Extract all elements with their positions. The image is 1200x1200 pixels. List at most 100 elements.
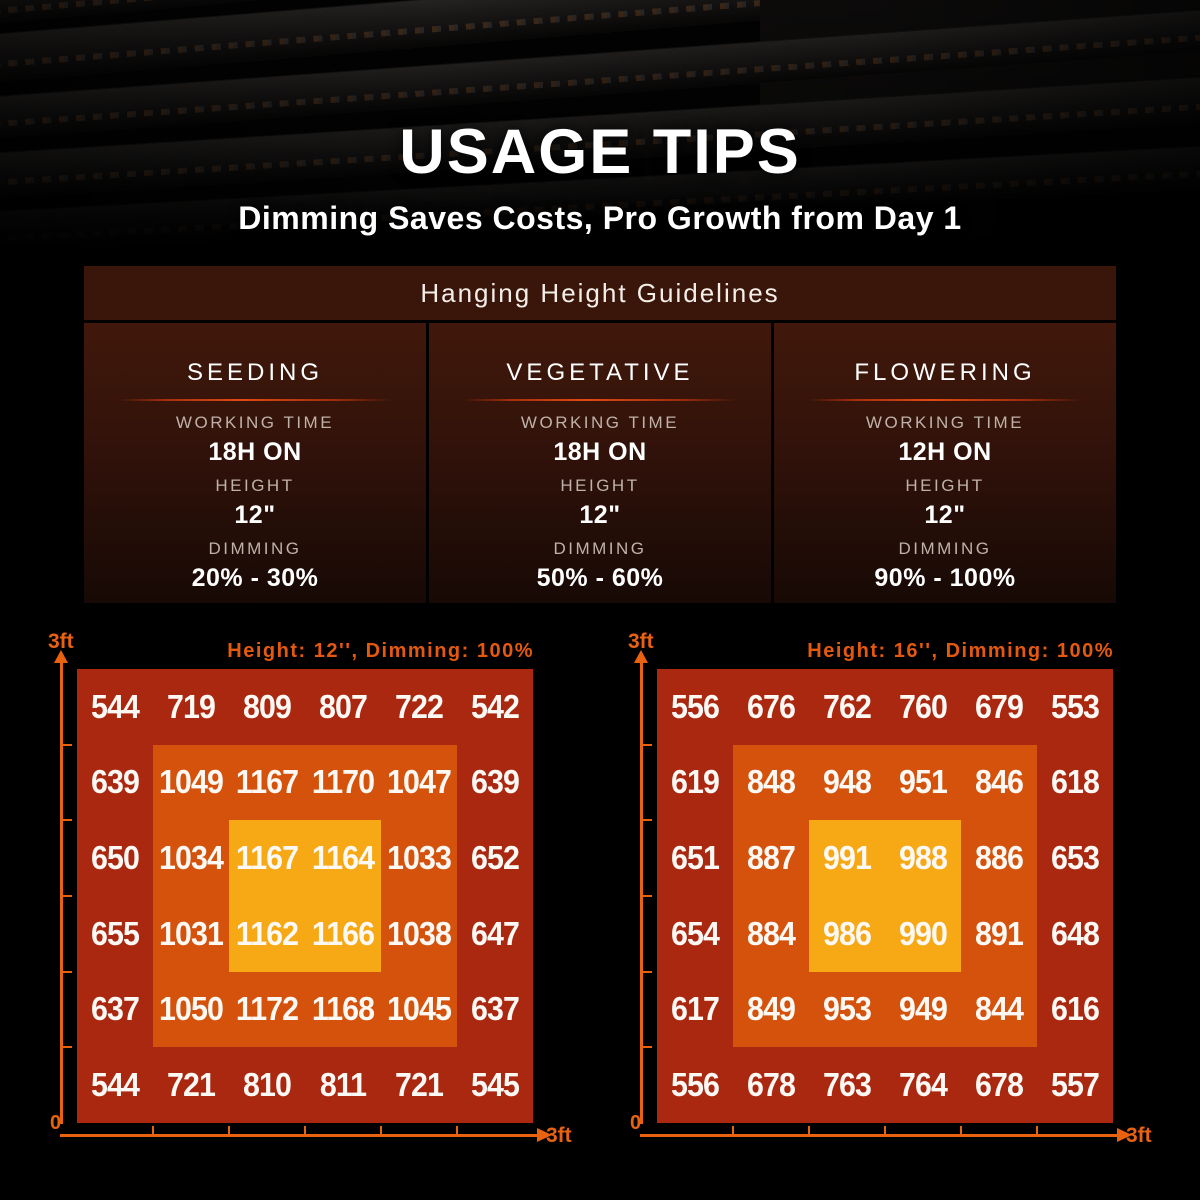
heatmap: 556 676 762 760 679 553 619 848 948 951 846 618 651 8… [657, 669, 1113, 1123]
heatmap-value: 849 [747, 990, 796, 1028]
heatmap-value: 1038 [387, 914, 452, 952]
heatmap-value: 544 [91, 1066, 140, 1104]
heatmap-value: 1172 [235, 990, 299, 1028]
axis-tick [63, 819, 72, 822]
heatmap-grid: 556 676 762 760 679 553 619 848 948 951 846 618 651 8… [657, 669, 1113, 1123]
heatmap-value: 652 [471, 839, 520, 877]
heatmap-value: 651 [671, 839, 720, 877]
stage-panel-vegetative: VEGETATIVE WORKING TIME 18H ON HEIGHT 12… [429, 323, 771, 603]
heatmap-value: 764 [899, 1066, 948, 1104]
heatmap-value: 844 [975, 990, 1024, 1028]
x-axis-ticks [77, 1126, 533, 1135]
hero-shade-overlay [0, 0, 1200, 268]
heatmap-value: 848 [747, 763, 796, 801]
axis-tick [643, 1046, 652, 1049]
axis-tick [884, 1126, 886, 1134]
axis-tick [960, 1126, 962, 1134]
heatmap-value: 1170 [311, 763, 375, 801]
x-axis [60, 1128, 552, 1142]
heatmap-value: 616 [1051, 990, 1100, 1028]
axis-tick [63, 970, 72, 973]
heatmap-value: 553 [1051, 687, 1100, 725]
y-axis-max-label: 3ft [628, 630, 654, 653]
heatmap-value: 762 [823, 687, 872, 725]
heatmap-value: 807 [319, 687, 368, 725]
heatmap-value: 886 [975, 839, 1024, 877]
heatmap-value: 1167 [235, 763, 299, 801]
dimming-label: DIMMING [898, 539, 992, 558]
heatmap-value: 654 [671, 914, 720, 952]
dimming-value: 20% - 30% [191, 564, 319, 592]
axis-tick [304, 1126, 306, 1134]
heatmap-value: 676 [747, 687, 796, 725]
heatmap-value: 721 [395, 1066, 444, 1104]
heatmap-value: 948 [823, 763, 872, 801]
y-axis [634, 650, 648, 1124]
axis-tick [63, 1046, 72, 1049]
dimming-label: DIMMING [553, 539, 647, 558]
heatmap-value: 639 [91, 763, 140, 801]
heatmap-value: 990 [899, 914, 948, 952]
heatmap-value: 653 [1051, 839, 1100, 877]
x-axis-ticks [657, 1126, 1113, 1135]
heatmap-value: 639 [471, 763, 520, 801]
stage-divider [118, 399, 392, 401]
heatmap-value: 951 [899, 763, 948, 801]
heatmap-value: 1166 [311, 914, 375, 952]
working-time-value: 12H ON [898, 438, 992, 466]
heatmap-value: 655 [91, 914, 140, 952]
heatmap-value: 545 [471, 1066, 520, 1104]
heatmap-value: 556 [671, 687, 720, 725]
heatmap-value: 722 [395, 687, 444, 725]
heatmap-value: 1033 [387, 839, 452, 877]
stage-panel-flowering: FLOWERING WORKING TIME 12H ON HEIGHT 12"… [774, 323, 1116, 603]
heatmap-value: 1162 [235, 914, 299, 952]
y-axis-ticks [63, 669, 72, 1123]
page-title: USAGE TIPS [399, 117, 801, 187]
heatmap-value: 648 [1051, 914, 1100, 952]
axis-tick [643, 743, 652, 746]
heatmap-value: 1168 [311, 990, 375, 1028]
heatmap-center-zone [808, 820, 962, 972]
heatmap-value: 637 [91, 990, 140, 1028]
stage-name: SEEDING [186, 359, 324, 386]
stage-name: FLOWERING [854, 359, 1036, 386]
heatmap-value: 619 [671, 763, 720, 801]
origin-label: 0 [50, 1112, 62, 1134]
heatmap-center-zone [228, 820, 382, 972]
heatmap-value: 809 [243, 687, 292, 725]
axis-tick [643, 895, 652, 897]
origin-label: 0 [630, 1112, 642, 1134]
ppfd-chart-height-12: Height: 12'', Dimming: 100% 3ft 0 3ft 54… [40, 628, 580, 1173]
heatmap-value: 650 [91, 839, 140, 877]
heatmap-value: 988 [899, 839, 948, 877]
axis-tick [228, 1126, 230, 1134]
heatmap: 544 719 809 807 722 542 639 1049 1167 1170 1047 639… [77, 669, 533, 1123]
axis-tick [643, 970, 652, 973]
heatmap-value: 617 [671, 990, 720, 1028]
axis-tick [380, 1126, 382, 1134]
heatmap-value: 719 [167, 687, 216, 725]
axis-tick [63, 743, 72, 746]
x-axis-max-label: 3ft [1126, 1124, 1152, 1147]
axis-tick [808, 1126, 810, 1134]
axis-tick [732, 1126, 734, 1134]
heatmap-value: 1031 [159, 914, 224, 952]
chart-title: Height: 12'', Dimming: 100% [227, 640, 534, 662]
axis-tick [643, 819, 652, 822]
working-time-value: 18H ON [553, 438, 647, 466]
axis-tick [1036, 1126, 1038, 1134]
stage-divider [463, 399, 737, 401]
heatmap-value: 763 [823, 1066, 872, 1104]
stage-divider [808, 399, 1082, 401]
x-axis-max-label: 3ft [546, 1124, 572, 1147]
heatmap-value: 1049 [159, 763, 224, 801]
hero-banner: USAGE TIPS Dimming Saves Costs, Pro Grow… [0, 0, 1200, 268]
heatmap-value: 949 [899, 990, 948, 1028]
heatmap-value: 721 [167, 1066, 216, 1104]
hanging-height-guidelines: Hanging Height Guidelines SEEDING WORKIN… [84, 266, 1116, 603]
ppfd-charts: Height: 12'', Dimming: 100% 3ft 0 3ft 54… [0, 628, 1200, 1188]
heatmap-value: 557 [1051, 1066, 1100, 1104]
heatmap-value: 1164 [311, 839, 375, 877]
heatmap-value: 887 [747, 839, 796, 877]
